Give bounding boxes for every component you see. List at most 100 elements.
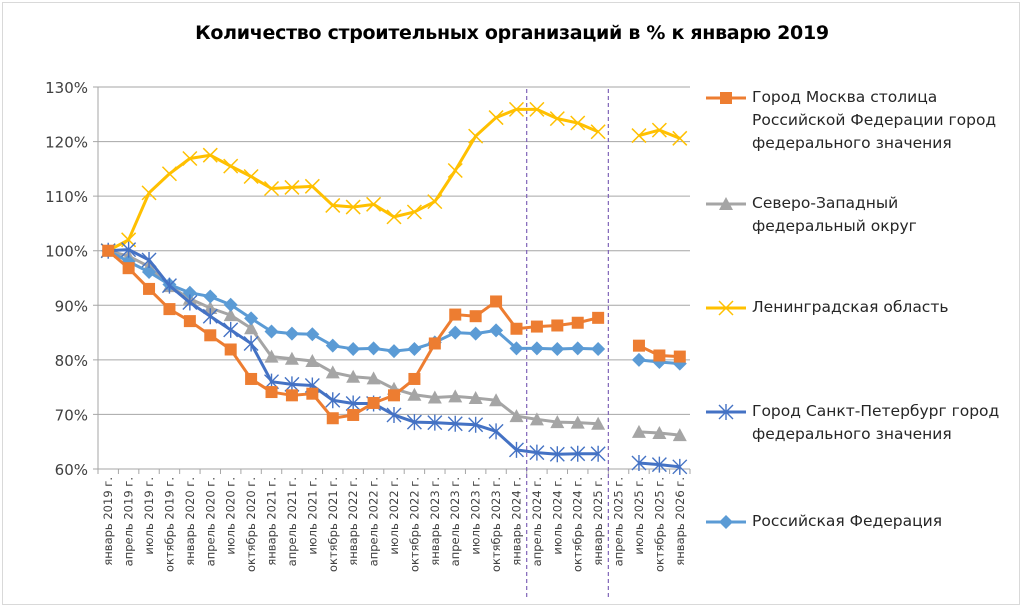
data-point [632, 339, 645, 352]
legend-swatch [706, 197, 746, 210]
x-tick-label: апрель 2021 г. [285, 477, 299, 566]
x-tick-label: январь 2024 г. [509, 477, 523, 566]
series-4 [101, 243, 687, 371]
data-point [570, 341, 585, 356]
data-point [529, 412, 544, 426]
x-tick-label: апрель 2023 г. [448, 477, 462, 566]
data-point [550, 341, 565, 356]
chart-title: Количество строительных организаций в % … [195, 22, 829, 44]
data-point [529, 444, 545, 461]
data-point [591, 341, 606, 356]
data-point [284, 179, 300, 195]
legend-swatch [706, 404, 746, 420]
x-tick-label: июль 2021 г. [305, 477, 319, 555]
data-point [284, 326, 299, 341]
data-point [488, 110, 504, 126]
legend-label: Город Санкт-Петербург город федерального … [752, 402, 1000, 443]
data-point [183, 315, 196, 328]
data-point [468, 128, 484, 144]
data-point [490, 295, 503, 308]
data-point [304, 178, 320, 194]
data-point [468, 326, 483, 341]
y-tick-label: 60% [55, 461, 88, 479]
data-point [550, 415, 565, 429]
data-point [325, 392, 341, 409]
x-tick-label: октябрь 2019 г. [162, 477, 176, 572]
data-point [508, 441, 524, 458]
data-point [672, 458, 688, 475]
x-tick-label: апрель 2022 г. [367, 477, 381, 566]
data-point [345, 395, 361, 412]
data-point [202, 308, 218, 325]
data-point [345, 199, 361, 215]
series-3 [100, 241, 688, 475]
data-point [245, 372, 258, 385]
data-point [489, 393, 504, 407]
data-point [510, 322, 523, 335]
data-point [305, 353, 320, 367]
legend-item: Город Санкт-Петербург город федерального … [706, 400, 999, 446]
x-tick-label: апрель 2024 г. [530, 477, 544, 566]
data-point [591, 416, 606, 430]
y-tick-label: 110% [45, 188, 88, 206]
legend-item: Российская Федерация [706, 510, 942, 533]
data-point [203, 301, 218, 315]
data-point [590, 445, 606, 462]
data-point [265, 386, 278, 399]
data-point [161, 166, 177, 182]
x-tick-label: октябрь 2022 г. [407, 477, 421, 572]
data-point [121, 241, 137, 258]
data-point [549, 446, 565, 463]
data-point [224, 343, 237, 356]
data-point [263, 180, 280, 197]
series-2 [100, 101, 688, 259]
series-0 [102, 244, 686, 425]
x-tick-label: июль 2024 г. [550, 477, 564, 555]
data-point [631, 128, 647, 144]
x-tick-label: апрель 2020 г. [203, 477, 217, 566]
y-tick-label: 80% [55, 352, 88, 370]
data-point [449, 308, 462, 321]
data-point [347, 408, 360, 421]
data-point [447, 162, 463, 179]
data-point [141, 251, 157, 268]
data-point [427, 390, 442, 404]
annotations [526, 89, 609, 599]
data-point [203, 289, 218, 304]
data-point [570, 115, 586, 131]
data-point [163, 303, 176, 316]
data-point [407, 387, 422, 401]
data-point [488, 423, 504, 440]
data-point [387, 344, 401, 359]
data-point [672, 130, 688, 146]
x-tick-label: январь 2023 г. [428, 477, 442, 566]
data-point [672, 428, 687, 442]
legend-item: Ленинградская область [706, 296, 949, 319]
data-point [631, 352, 646, 367]
data-point [570, 415, 585, 429]
data-point [366, 371, 381, 385]
data-point [264, 324, 279, 339]
y-tick-label: 130% [45, 79, 88, 97]
data-point [243, 335, 259, 352]
x-tick-label: январь 2021 г. [265, 477, 279, 566]
data-point [325, 365, 340, 379]
x-tick-label: июль 2025 г. [632, 477, 646, 555]
data-point [346, 369, 361, 383]
data-point [590, 124, 606, 140]
data-point [122, 262, 135, 275]
data-point [367, 396, 380, 409]
legend-swatch [706, 515, 746, 529]
series-line [107, 249, 599, 420]
x-tick-label: январь 2025 г. [591, 477, 605, 566]
data-point [161, 277, 177, 294]
y-axis-ticks: 60% 70% 80% 90% 100% 110% 120% 130% [45, 79, 88, 479]
data-point [264, 349, 279, 363]
data-point [549, 111, 565, 127]
x-tick-label: январь 2026 г. [673, 477, 687, 566]
x-tick-label: апрель 2019 г. [122, 477, 136, 566]
data-point [141, 185, 157, 201]
data-point [326, 412, 339, 425]
data-point [651, 456, 667, 473]
